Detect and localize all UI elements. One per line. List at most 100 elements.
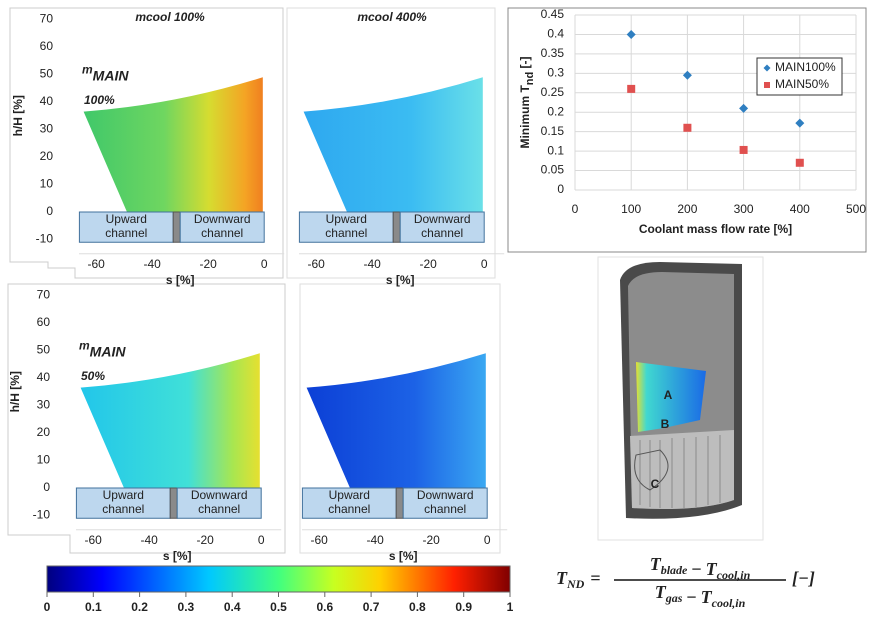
column-title: mcool 400% [357, 10, 427, 24]
y-tick-label: 0.45 [541, 7, 565, 21]
colorbar-tick-label: 0.7 [363, 600, 380, 614]
y-tick-label: 0.35 [541, 46, 565, 60]
channel-divider [170, 488, 177, 518]
marker [683, 124, 691, 132]
contour-map [81, 353, 260, 488]
y-tick-label: 20 [40, 149, 54, 163]
region-label: B [661, 417, 670, 431]
y-axis-label: h/H [%] [11, 95, 25, 136]
marker [627, 85, 635, 93]
y-tick-label: 0 [43, 480, 50, 494]
contour-map [304, 77, 483, 212]
y-tick-label: 60 [40, 39, 54, 53]
colorbar-tick-label: 0.4 [224, 600, 241, 614]
symbol-sub: cool,in [712, 596, 746, 610]
x-axis-label: s [%] [389, 549, 418, 563]
column-title: mcool 100% [135, 10, 205, 24]
row-label-sub: MAIN [93, 67, 130, 83]
marker [740, 146, 748, 154]
y-tick-label: -10 [33, 508, 51, 522]
region-label: C [651, 477, 660, 491]
y-axis-label: h/H [%] [8, 371, 22, 412]
equation-denominator: Tgas−Tcool,in [655, 582, 746, 610]
x-tick-label: -40 [141, 533, 159, 547]
y-tick-label: 70 [37, 288, 51, 302]
colorbar-tick-label: 0.2 [131, 600, 148, 614]
legend-label: MAIN100% [775, 60, 836, 74]
figure: 00.050.10.150.20.250.30.350.40.450100200… [0, 0, 879, 621]
channel-label: Downwardchannel [417, 488, 474, 516]
y-tick-label: 0.15 [541, 124, 565, 138]
x-tick-label: 400 [790, 202, 810, 216]
colorbar-tick-label: 0.9 [455, 600, 472, 614]
row-label: mMAIN [79, 339, 126, 360]
y-tick-label: 0 [46, 204, 53, 218]
x-tick-label: -40 [144, 257, 162, 271]
row-label-value: 50% [81, 369, 105, 383]
equation-unit: [−] [792, 568, 815, 588]
operator: − [686, 587, 696, 607]
colorbar-tick-label: 0.8 [409, 600, 426, 614]
symbol-sub: gas [665, 591, 683, 605]
x-axis-label: s [%] [386, 273, 415, 287]
y-tick-label: 0.05 [541, 163, 565, 177]
x-tick-label: 100 [621, 202, 641, 216]
row-label: mMAIN [82, 63, 129, 84]
x-tick-label: 0 [261, 257, 268, 271]
y-tick-label: 50 [40, 67, 54, 81]
y-tick-label: 0.4 [547, 27, 564, 41]
colorbar-tick-label: 0.5 [270, 600, 287, 614]
x-tick-label: -20 [420, 257, 438, 271]
blade-image [598, 257, 763, 540]
y-tick-label: 0.1 [547, 143, 564, 157]
x-tick-label: -20 [423, 533, 441, 547]
y-axis-label-sub: nd [524, 72, 536, 85]
x-tick-label: -60 [85, 533, 103, 547]
colorbar-tick-label: 0.6 [316, 600, 333, 614]
row-label-main: m [82, 63, 93, 77]
x-tick-label: 0 [481, 257, 488, 271]
y-tick-label: 0.25 [541, 85, 565, 99]
x-tick-label: -60 [88, 257, 106, 271]
x-tick-label: 0 [484, 533, 491, 547]
x-axis-label: Coolant mass flow rate [%] [639, 222, 792, 236]
y-axis-label-suffix: [-] [518, 56, 532, 71]
colorbar-tick-label: 1 [507, 600, 514, 614]
y-axis-label-main: Minimum T [518, 85, 532, 149]
x-tick-label: -20 [197, 533, 215, 547]
colorbar-tick-label: 0.1 [85, 600, 102, 614]
x-tick-label: 0 [572, 202, 579, 216]
legend-label: MAIN50% [775, 77, 829, 91]
x-tick-label: -40 [364, 257, 382, 271]
y-tick-label: 10 [40, 177, 54, 191]
channel-divider [173, 212, 180, 242]
y-tick-label: 70 [40, 12, 54, 26]
x-tick-label: 200 [677, 202, 697, 216]
x-axis-label: s [%] [163, 549, 192, 563]
y-tick-label: 60 [37, 315, 51, 329]
lhs-sub: ND [566, 577, 585, 591]
y-tick-label: 30 [37, 398, 51, 412]
equals: = [590, 568, 600, 588]
legend-marker [764, 82, 770, 88]
x-tick-label: 300 [734, 202, 754, 216]
channel-divider [396, 488, 403, 518]
x-tick-label: 0 [258, 533, 265, 547]
equation-lhs: TND= [556, 568, 601, 591]
y-tick-label: 30 [40, 122, 54, 136]
row-label-value: 100% [84, 93, 115, 107]
colorbar-tick-label: 0 [44, 600, 51, 614]
y-tick-label: 20 [37, 425, 51, 439]
marker [796, 159, 804, 167]
colorbar-tick-label: 0.3 [178, 600, 195, 614]
y-tick-label: 0 [557, 182, 564, 196]
y-tick-label: 0.2 [547, 104, 564, 118]
